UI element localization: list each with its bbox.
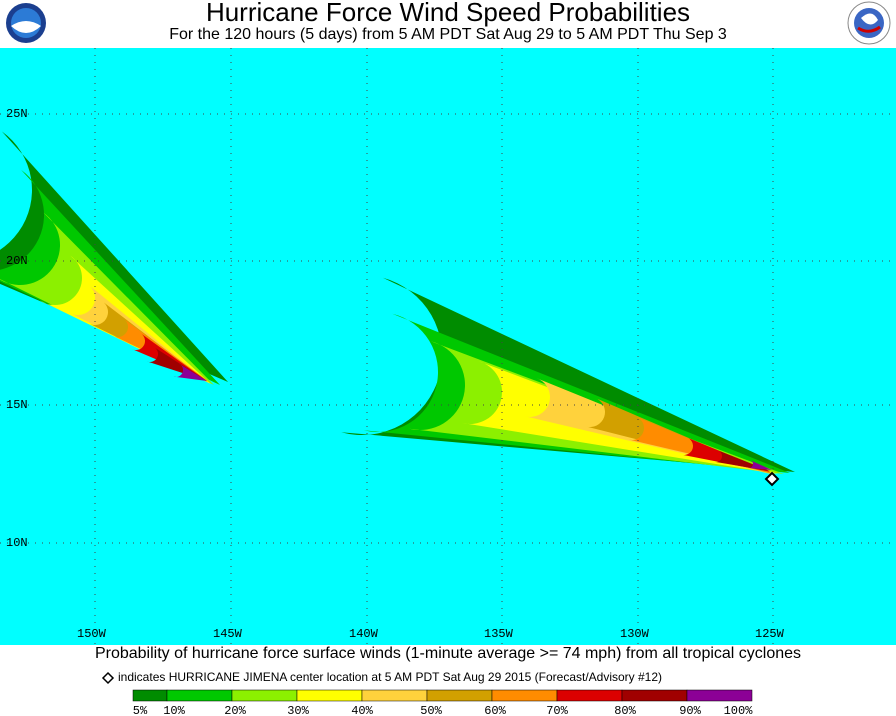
probability-band xyxy=(0,169,220,385)
legend-swatch xyxy=(361,689,428,702)
legend-swatch xyxy=(231,689,298,702)
legend-label: 90% xyxy=(679,704,701,716)
legend-label: 20% xyxy=(224,704,246,716)
lon-label: 130W xyxy=(620,627,650,641)
legend-label: 5% xyxy=(133,704,148,716)
lat-label: 10N xyxy=(6,536,28,550)
lat-label: 25N xyxy=(6,107,28,121)
nws-logo xyxy=(847,1,891,45)
probability-band xyxy=(747,460,772,470)
lat-label: 20N xyxy=(6,254,28,268)
lon-label: 135W xyxy=(484,627,514,641)
caption: Probability of hurricane force surface w… xyxy=(95,645,801,662)
color-legend: 5% 10% 20% 30% 40% 50% 60% 70% 80% 90% 100% xyxy=(132,689,754,716)
legend-swatch xyxy=(296,689,363,702)
subtitle: For the 120 hours (5 days) from 5 AM PDT… xyxy=(169,26,727,43)
legend-label: 70% xyxy=(546,704,568,716)
lon-label: 140W xyxy=(349,627,379,641)
legend-label: 60% xyxy=(484,704,506,716)
lon-label: 145W xyxy=(213,627,243,641)
marker-legend-icon xyxy=(101,671,115,685)
legend-swatch xyxy=(426,689,493,702)
legend-swatch xyxy=(621,689,688,702)
legend-swatch xyxy=(491,689,558,702)
storm-center-marker xyxy=(764,471,780,487)
legend-swatch xyxy=(132,689,168,702)
legend-label: 80% xyxy=(614,704,636,716)
legend-swatch xyxy=(556,689,623,702)
legend-label: 10% xyxy=(163,704,185,716)
marker-note: indicates HURRICANE JIMENA center locati… xyxy=(118,670,662,684)
legend-label: 40% xyxy=(351,704,373,716)
legend-swatch xyxy=(686,689,753,702)
probability-areas xyxy=(0,131,795,475)
lon-label: 150W xyxy=(77,627,107,641)
legend-label: 100% xyxy=(724,704,754,716)
legend-label: 30% xyxy=(287,704,309,716)
noaa-logo xyxy=(6,3,46,43)
title: Hurricane Force Wind Speed Probabilities xyxy=(206,0,690,27)
legend-label: 50% xyxy=(420,704,442,716)
graticule: 25N 20N 15N 10N 150W 145W 140W 135W 130W 125W xyxy=(0,48,896,645)
probability-band xyxy=(173,363,207,381)
probability-band xyxy=(0,131,228,382)
lat-label: 15N xyxy=(6,398,28,412)
lon-label: 125W xyxy=(755,627,785,641)
legend-swatch xyxy=(166,689,233,702)
